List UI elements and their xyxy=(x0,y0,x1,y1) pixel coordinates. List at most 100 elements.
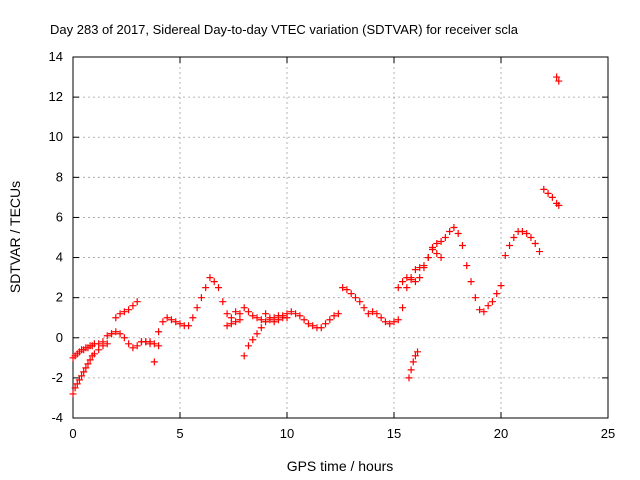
data-point xyxy=(287,308,295,316)
data-point xyxy=(437,238,445,246)
data-point xyxy=(71,384,79,392)
data-point xyxy=(343,286,351,294)
data-point xyxy=(244,308,252,316)
data-point xyxy=(390,318,398,326)
data-point xyxy=(403,284,411,292)
data-point xyxy=(223,310,231,318)
data-point xyxy=(103,332,111,340)
data-point xyxy=(394,316,402,324)
data-point xyxy=(112,314,120,322)
data-point xyxy=(80,368,88,376)
data-point xyxy=(416,264,424,272)
data-point xyxy=(416,274,424,282)
data-point xyxy=(476,306,484,314)
x-tick-label: 0 xyxy=(69,426,76,441)
data-point xyxy=(232,318,240,326)
data-point xyxy=(317,324,325,332)
y-tick-label: 2 xyxy=(56,290,63,305)
data-point xyxy=(270,314,278,322)
y-tick-label: -4 xyxy=(51,410,63,425)
data-point xyxy=(484,302,492,310)
y-tick-label: 8 xyxy=(56,169,63,184)
data-point xyxy=(304,320,312,328)
data-point xyxy=(296,312,304,320)
data-point xyxy=(377,314,385,322)
data-point xyxy=(394,284,402,292)
data-point xyxy=(75,376,83,384)
chart-title: Day 283 of 2017, Sidereal Day-to-day VTE… xyxy=(50,22,519,37)
data-point xyxy=(414,348,422,356)
data-point xyxy=(155,342,163,350)
data-point xyxy=(531,240,539,248)
data-point xyxy=(82,364,90,372)
data-point xyxy=(441,234,449,241)
data-point xyxy=(240,304,248,312)
data-point xyxy=(356,298,364,306)
data-point xyxy=(411,278,419,286)
plot-frame xyxy=(72,56,609,419)
data-point xyxy=(553,73,561,81)
x-tick-label: 20 xyxy=(494,426,508,441)
data-point xyxy=(116,310,124,318)
x-axis-label: GPS time / hours xyxy=(287,458,394,474)
data-point xyxy=(193,304,201,312)
data-point xyxy=(262,310,270,318)
data-point xyxy=(90,350,98,358)
y-tick-label: 0 xyxy=(56,330,63,345)
data-point xyxy=(437,254,445,262)
data-point xyxy=(240,352,248,360)
data-point xyxy=(411,352,419,360)
data-point xyxy=(99,342,107,350)
data-point xyxy=(424,254,432,262)
x-tick-label: 5 xyxy=(176,426,183,441)
data-point xyxy=(253,314,261,322)
data-point xyxy=(433,240,441,248)
data-point xyxy=(555,77,563,85)
data-point xyxy=(540,185,548,193)
data-point xyxy=(429,246,437,254)
data-point xyxy=(326,316,334,324)
data-point xyxy=(480,308,488,316)
data-point xyxy=(223,322,231,330)
data-point xyxy=(536,248,544,256)
data-point xyxy=(253,330,261,338)
data-point xyxy=(283,314,291,322)
data-point xyxy=(197,294,205,302)
data-point xyxy=(433,250,441,258)
data-point xyxy=(125,340,133,348)
x-tick-label: 25 xyxy=(601,426,615,441)
data-point xyxy=(467,278,475,286)
data-point xyxy=(454,229,462,237)
data-point xyxy=(108,330,116,338)
data-point xyxy=(322,320,330,328)
data-point xyxy=(210,278,218,286)
data-point xyxy=(206,274,214,282)
y-tick-label: 10 xyxy=(49,129,63,144)
data-point xyxy=(279,312,287,320)
data-point xyxy=(446,227,454,235)
x-tick-label: 10 xyxy=(280,426,294,441)
data-point xyxy=(347,290,355,298)
data-point xyxy=(227,314,235,322)
data-point xyxy=(120,308,128,316)
y-tick-label: 12 xyxy=(49,89,63,104)
data-point xyxy=(381,318,389,326)
data-point xyxy=(103,340,111,348)
data-point xyxy=(232,308,240,316)
data-point xyxy=(150,358,158,366)
data-point xyxy=(330,312,338,320)
data-points xyxy=(69,73,563,398)
data-point xyxy=(262,318,270,326)
data-point xyxy=(527,234,535,241)
data-point xyxy=(364,310,372,318)
data-point xyxy=(219,298,227,306)
data-point xyxy=(450,223,458,231)
data-point xyxy=(334,310,342,318)
data-point xyxy=(163,314,171,322)
y-tick-label: 6 xyxy=(56,209,63,224)
data-point xyxy=(497,282,505,290)
data-point xyxy=(133,298,141,306)
data-point xyxy=(142,338,150,346)
data-point xyxy=(69,390,77,398)
